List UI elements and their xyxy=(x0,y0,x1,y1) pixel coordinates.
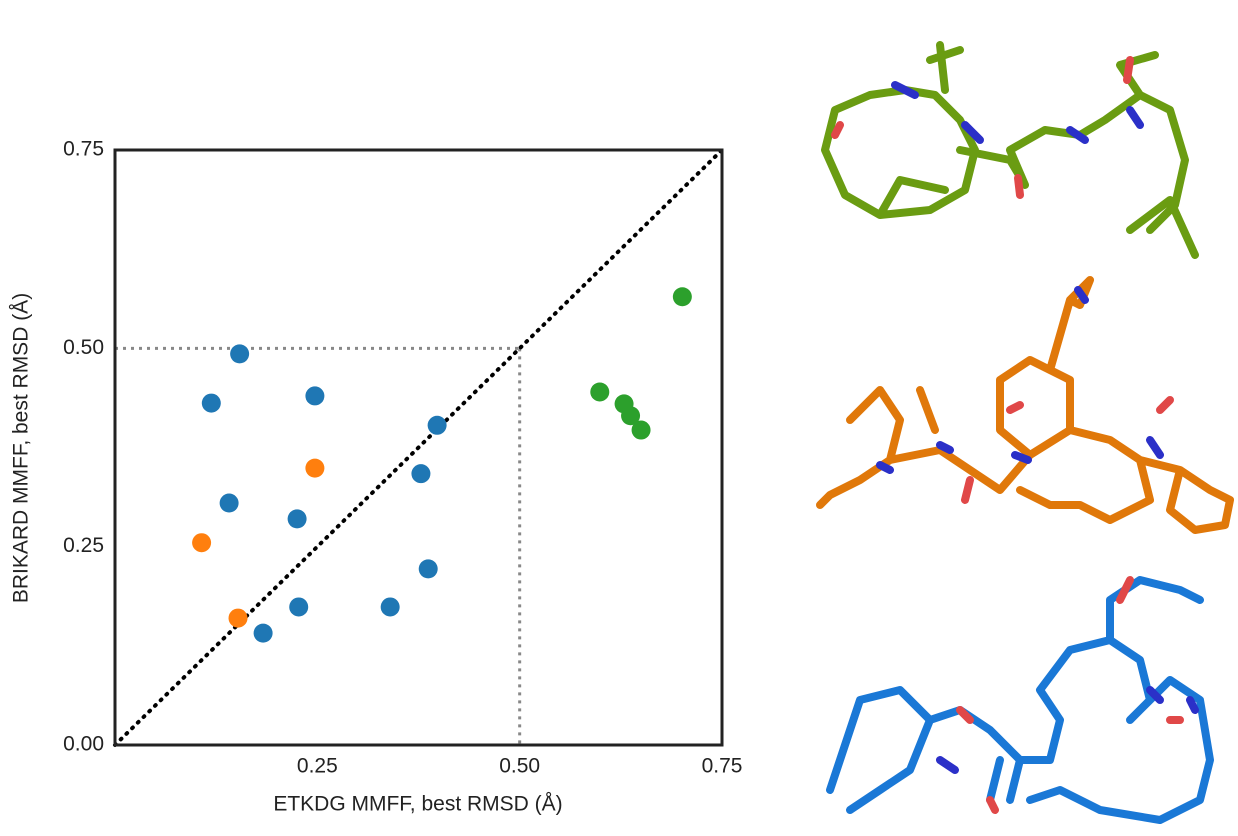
point xyxy=(202,394,221,413)
x-tick-label: 0.75 xyxy=(702,755,743,778)
point xyxy=(381,597,400,616)
point xyxy=(288,509,307,528)
point xyxy=(428,416,447,435)
figure: ETKDG MMFF, best RMSD (Å) BRIKARD MMFF, … xyxy=(0,0,1238,831)
molecule-blue xyxy=(830,580,1210,820)
x-tick-label: 0.50 xyxy=(499,755,540,778)
point xyxy=(305,386,324,405)
point xyxy=(632,421,651,440)
molecule-green xyxy=(825,45,1195,255)
diagonal-line xyxy=(115,150,722,745)
point xyxy=(229,609,248,628)
molecule-orange xyxy=(820,280,1230,530)
point xyxy=(220,494,239,513)
y-axis-label: BRIKARD MMFF, best RMSD (Å) xyxy=(10,293,33,603)
point xyxy=(590,382,609,401)
point xyxy=(305,459,324,478)
y-tick-label: 0.50 xyxy=(63,336,104,359)
y-tick-label: 0.75 xyxy=(63,138,104,161)
x-axis-label: ETKDG MMFF, best RMSD (Å) xyxy=(273,793,562,816)
y-tick-label: 0.00 xyxy=(63,733,104,756)
point xyxy=(192,533,211,552)
x-tick-label: 0.25 xyxy=(297,755,338,778)
point xyxy=(289,597,308,616)
page: {"chart_data": {"type": "scatter", "xlab… xyxy=(0,0,1238,836)
y-tick-label: 0.25 xyxy=(63,534,104,557)
point xyxy=(254,624,273,643)
point xyxy=(411,464,430,483)
point xyxy=(419,559,438,578)
point xyxy=(673,287,692,306)
point xyxy=(230,344,249,363)
